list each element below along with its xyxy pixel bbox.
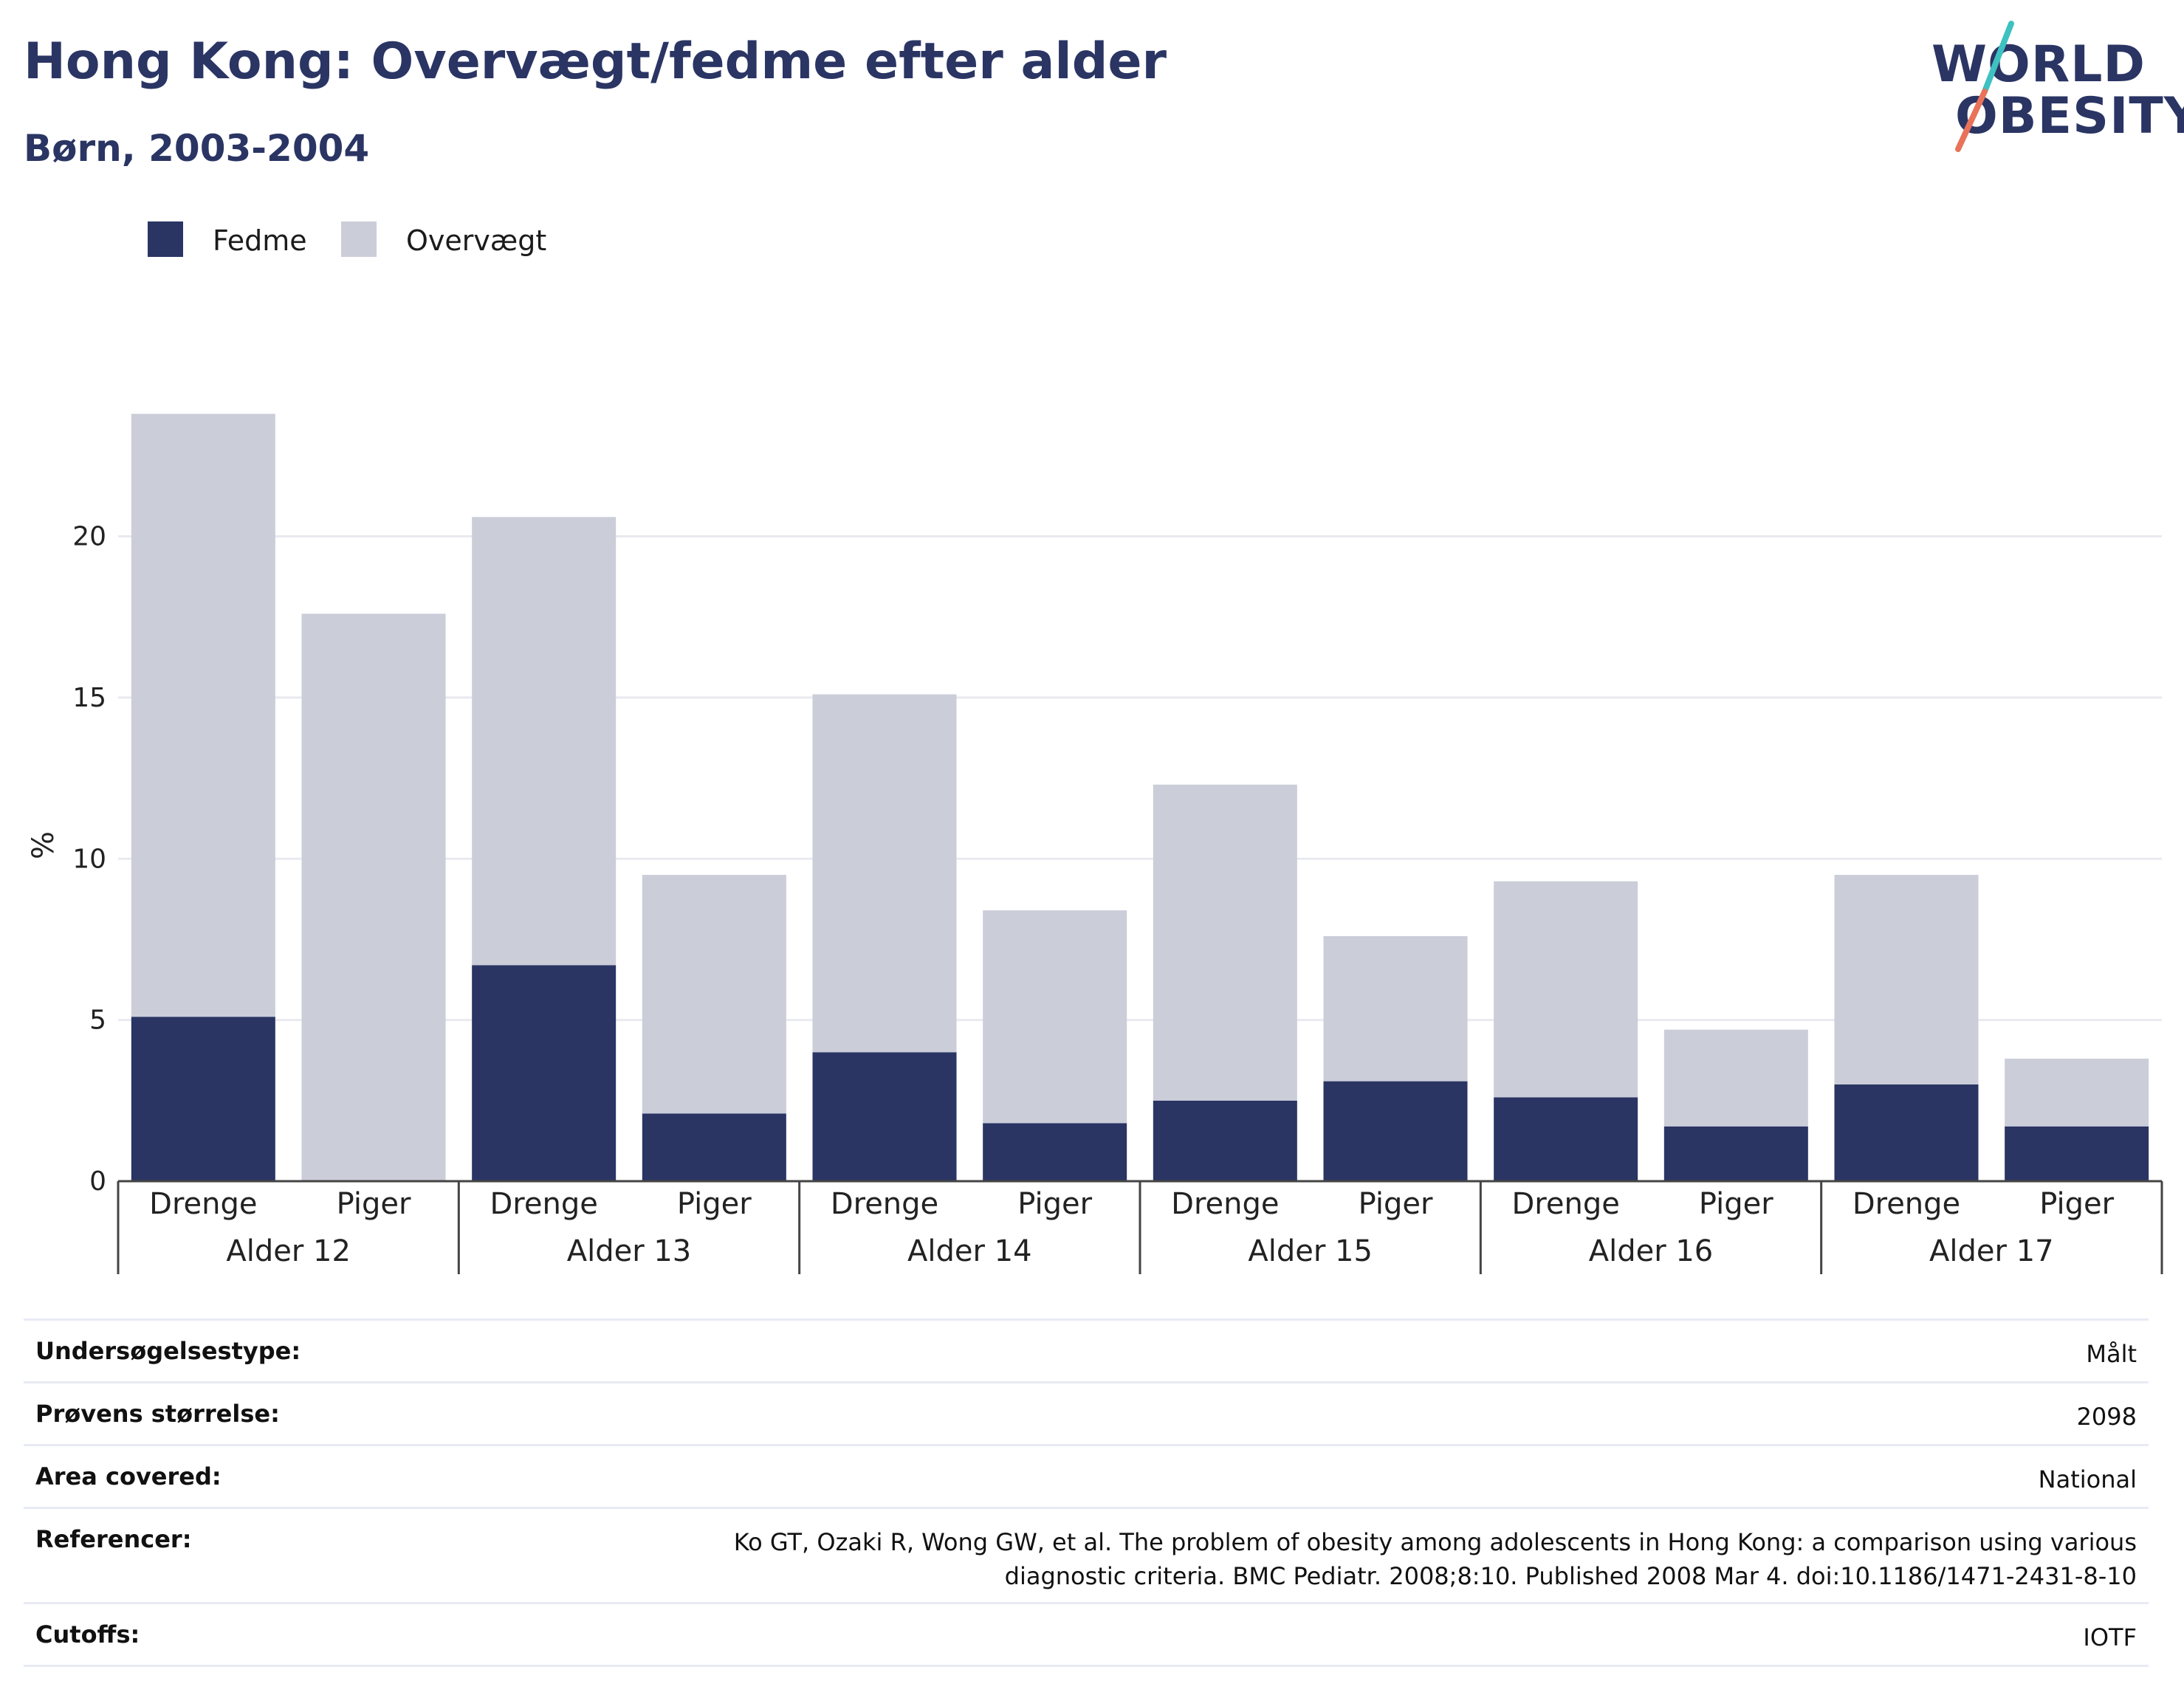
legend-swatch-fedme [148, 221, 183, 257]
bar-overvaegt[interactable] [1663, 1029, 1808, 1127]
x-group-label: Alder 16 [1589, 1234, 1714, 1268]
y-tick-label: 0 [89, 1166, 106, 1197]
survey-info-table: Undersøgelsestype: Målt Prøvens størrels… [24, 1318, 2149, 1667]
x-tick-label: Drenge [831, 1187, 938, 1221]
x-group-label: Alder 13 [567, 1234, 692, 1268]
x-tick-label: Piger [2039, 1187, 2114, 1221]
bar-overvaegt[interactable] [983, 910, 1127, 1124]
info-row-survey-type: Undersøgelsestype: Målt [24, 1318, 2149, 1381]
bar-fedme[interactable] [812, 1052, 957, 1181]
bar-overvaegt[interactable] [472, 517, 617, 966]
info-label: Prøvens størrelse: [35, 1400, 280, 1428]
x-group-label: Alder 12 [226, 1234, 351, 1268]
world-obesity-logo: WORLD OBESITY [1920, 18, 2184, 158]
legend-label-overvaegt: Overvægt [406, 224, 547, 257]
bar-fedme[interactable] [2005, 1126, 2149, 1181]
x-tick-label: Drenge [1512, 1187, 1620, 1221]
info-value: Målt [2086, 1340, 2137, 1368]
bar-fedme[interactable] [1834, 1084, 1979, 1181]
x-tick-label: Piger [677, 1187, 752, 1221]
bar-overvaegt[interactable] [1494, 881, 1638, 1098]
legend-label-fedme: Fedme [213, 224, 307, 257]
info-label: Referencer: [35, 1525, 192, 1553]
y-tick-label: 10 [72, 844, 106, 874]
bar-overvaegt[interactable] [301, 613, 446, 1181]
bar-overvaegt[interactable] [642, 875, 786, 1114]
y-axis-label: % [27, 831, 61, 859]
info-row-references: Referencer: Ko GT, Ozaki R, Wong GW, et … [24, 1507, 2149, 1602]
info-label: Cutoffs: [35, 1620, 140, 1648]
bar-overvaegt[interactable] [131, 413, 275, 1017]
info-row-area-covered: Area covered: National [24, 1444, 2149, 1507]
x-tick-label: Drenge [1171, 1187, 1279, 1221]
x-tick-label: Piger [337, 1187, 411, 1221]
bar-fedme[interactable] [472, 965, 617, 1181]
logo-line-obesity: OBESITY [1955, 87, 2184, 145]
bar-fedme[interactable] [1153, 1100, 1297, 1181]
info-row-cutoffs: Cutoffs: IOTF [24, 1602, 2149, 1667]
bar-fedme[interactable] [1663, 1126, 1808, 1181]
bar-fedme[interactable] [1323, 1081, 1468, 1181]
info-value: Ko GT, Ozaki R, Wong GW, et al. The prob… [733, 1528, 2137, 1591]
x-tick-label: Drenge [1852, 1187, 1960, 1221]
bar-overvaegt[interactable] [812, 694, 957, 1053]
bar-overvaegt[interactable] [1153, 784, 1297, 1101]
info-label: Area covered: [35, 1462, 222, 1491]
x-tick-label: Piger [1699, 1187, 1773, 1221]
bar-fedme[interactable] [1494, 1097, 1638, 1181]
y-tick-label: 15 [72, 683, 106, 713]
x-group-label: Alder 14 [907, 1234, 1032, 1268]
y-tick-label: 5 [89, 1005, 106, 1036]
x-tick-label: Piger [1359, 1187, 1433, 1221]
info-value: National [2038, 1465, 2137, 1493]
x-tick-label: Piger [1017, 1187, 1092, 1221]
bar-overvaegt[interactable] [1323, 936, 1468, 1082]
bar-fedme[interactable] [131, 1017, 275, 1181]
bar-fedme[interactable] [983, 1123, 1127, 1181]
x-tick-label: Drenge [490, 1187, 598, 1221]
legend-swatch-overvaegt [341, 221, 377, 257]
logo-line-world: WORLD [1931, 35, 2146, 94]
info-label: Undersøgelsestype: [35, 1337, 301, 1365]
chart-subtitle: Børn, 2003-2004 [24, 127, 370, 170]
info-row-sample-size: Prøvens størrelse: 2098 [24, 1381, 2149, 1444]
x-tick-label: Drenge [149, 1187, 257, 1221]
logo-slash-icon [1955, 21, 2014, 152]
x-group-label: Alder 15 [1248, 1234, 1373, 1268]
info-value: IOTF [2083, 1623, 2137, 1651]
bar-overvaegt[interactable] [1834, 875, 1979, 1084]
y-tick-label: 20 [72, 522, 106, 552]
bar-overvaegt[interactable] [2005, 1059, 2149, 1127]
chart-title: Hong Kong: Overvægt/fedme efter alder [24, 32, 1167, 91]
x-group-label: Alder 17 [1929, 1234, 2054, 1268]
info-value: 2098 [2076, 1403, 2137, 1431]
bar-fedme[interactable] [642, 1113, 786, 1181]
stacked-bar-chart: 0 5 10 15 20% Drenge Piger Alder 12 Drenge Piger A… [27, 413, 2163, 1274]
